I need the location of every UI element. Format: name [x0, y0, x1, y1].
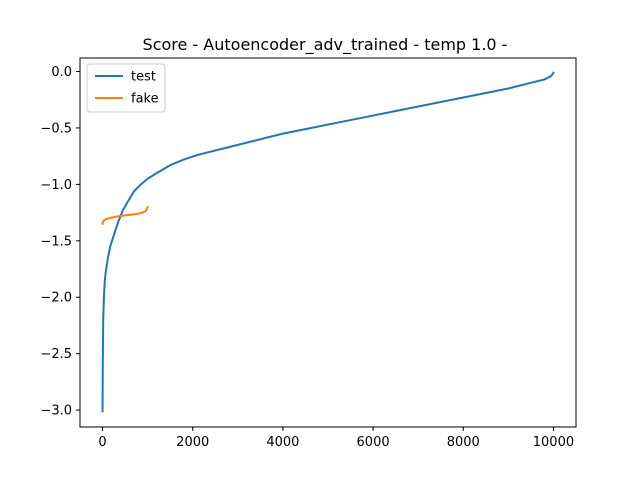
y-tick-label: −3.0	[40, 404, 72, 419]
x-tick-label: 10000	[533, 435, 574, 450]
x-tick-label: 2000	[176, 435, 209, 450]
chart-title: Score - Autoencoder_adv_trained - temp 1…	[143, 35, 508, 55]
legend-label-test: test	[131, 70, 156, 85]
axes: 0 2000 4000 6000 8000 10000 0.0 −0.5 −1.0 −1.5 −2.…	[40, 57, 577, 450]
y-tick-label: −1.0	[40, 178, 72, 193]
legend: test fake	[86, 63, 166, 113]
y-tick-label: −1.5	[40, 234, 72, 249]
y-tick-label: −2.5	[40, 347, 72, 362]
legend-label-fake: fake	[131, 92, 159, 107]
y-tick-label: 0.0	[51, 65, 72, 80]
series-line-fake	[101, 205, 149, 226]
y-tick-label: −2.0	[40, 291, 72, 306]
x-tick-label: 6000	[357, 435, 390, 450]
plot-frame	[79, 57, 577, 428]
series-line-test	[101, 71, 555, 413]
x-tick-label: 8000	[447, 435, 480, 450]
x-tick-label: 4000	[266, 435, 299, 450]
plot-area	[101, 71, 555, 413]
x-tick-label: 0	[98, 435, 106, 450]
y-tick-label: −0.5	[40, 121, 72, 136]
